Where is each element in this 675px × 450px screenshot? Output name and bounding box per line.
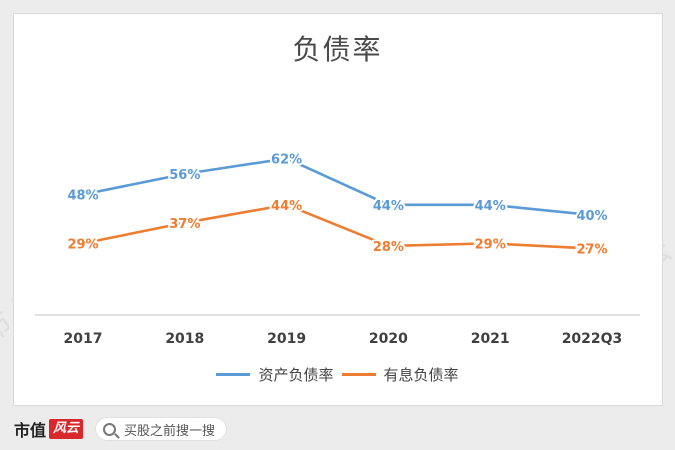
data-label: 62% [271, 152, 302, 167]
data-label: 29% [67, 237, 98, 252]
legend-swatch-interest-bearing [341, 373, 376, 376]
data-label: 29% [475, 237, 506, 252]
chart-title: 负债率 [292, 33, 383, 66]
data-point [386, 244, 390, 248]
brand-stamp: 风云 [49, 419, 84, 439]
legend-swatch-asset-liability [216, 373, 251, 376]
data-point [183, 221, 187, 225]
legend-item-asset-liability: 资产负债率 [216, 364, 334, 385]
data-point [81, 192, 85, 196]
footer: 市值 风云 买股之前搜一搜 [14, 416, 228, 442]
data-label: 56% [169, 168, 200, 183]
series-line-1 [82, 203, 593, 250]
data-point [590, 247, 594, 251]
data-point [488, 203, 492, 207]
data-point [285, 203, 289, 207]
data-label: 37% [169, 217, 200, 232]
data-label: 27% [576, 243, 607, 258]
data-point [81, 241, 85, 245]
x-tick-label: 2018 [165, 331, 204, 347]
x-tick-label: 2020 [369, 331, 408, 347]
x-tick-label: 2022Q3 [562, 331, 623, 347]
legend: 资产负债率 有息负债率 [0, 364, 675, 385]
data-label: 48% [67, 188, 98, 203]
data-point [285, 156, 289, 160]
data-label: 40% [576, 209, 607, 224]
search-placeholder: 买股之前搜一搜 [124, 423, 216, 439]
search-icon [103, 422, 117, 436]
data-point [488, 241, 492, 245]
legend-item-interest-bearing: 有息负债率 [341, 364, 459, 385]
brand-text: 市值 [14, 421, 47, 440]
brand-logo: 市值 风云 [14, 417, 84, 441]
x-tick-label: 2021 [471, 331, 510, 347]
data-label: 44% [475, 199, 506, 214]
data-point [386, 203, 390, 207]
data-point [183, 172, 187, 176]
data-point [590, 213, 594, 217]
x-tick-label: 2019 [267, 331, 306, 347]
data-label: 44% [373, 199, 404, 214]
series-line-0 [82, 157, 593, 217]
legend-label-interest-bearing: 有息负债率 [383, 366, 459, 384]
chart-card [13, 13, 663, 406]
search-box[interactable]: 买股之前搜一搜 [95, 417, 228, 441]
data-label: 44% [271, 199, 302, 214]
legend-label-asset-liability: 资产负债率 [258, 366, 334, 384]
data-label: 28% [373, 240, 404, 255]
x-tick-label: 2017 [64, 331, 103, 347]
